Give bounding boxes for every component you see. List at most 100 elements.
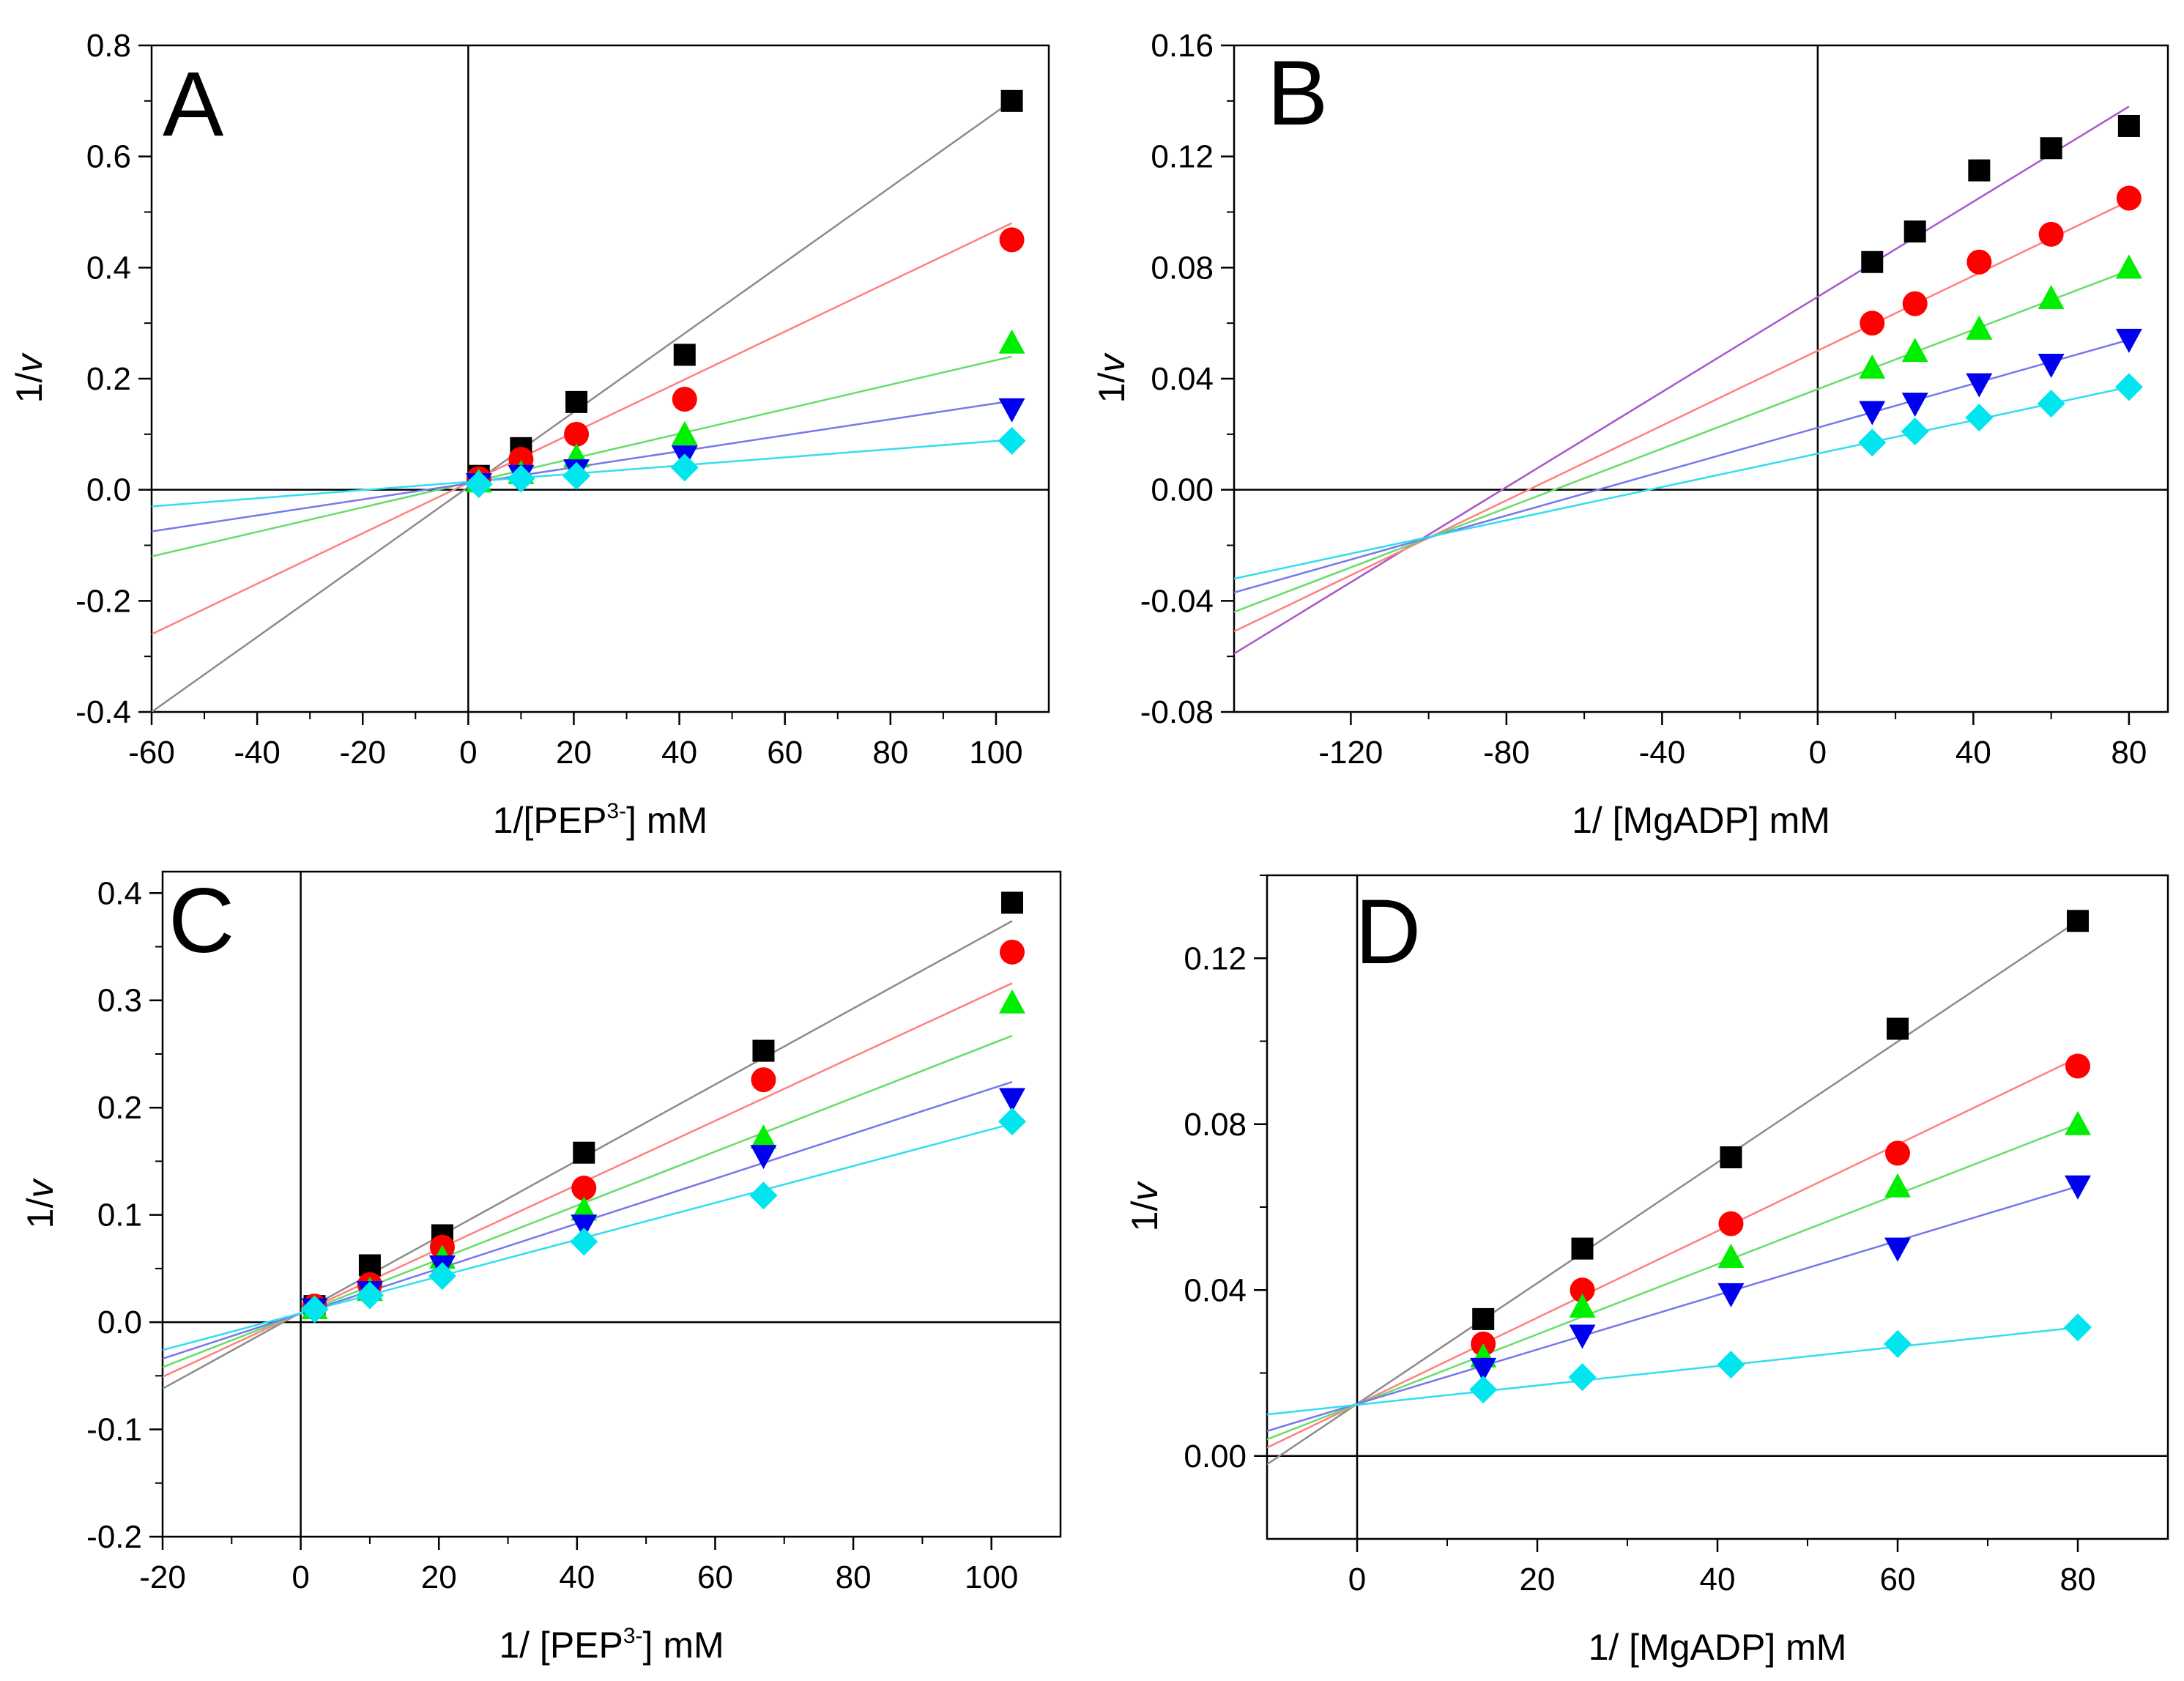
- data-point-diamond: [1717, 1351, 1745, 1379]
- y-axis-title: 1/v: [1091, 352, 1132, 404]
- x-axis-title: 1/ [MgADP] mM: [1572, 800, 1830, 841]
- x-tick-label: 20: [556, 735, 592, 771]
- y-tick-label: -0.1: [86, 1412, 142, 1448]
- data-point-diamond: [562, 461, 591, 490]
- data-point-square: [573, 1141, 595, 1164]
- y-axis-title-main: 1/: [20, 1198, 61, 1229]
- y-axis-title: 1/v: [20, 1178, 61, 1229]
- x-axis-title-sup: 3-: [623, 1624, 643, 1648]
- data-point-diamond: [1568, 1363, 1597, 1392]
- data-point-triangle-up: [1901, 338, 1928, 363]
- x-tick-label: 0: [459, 735, 477, 771]
- panel-d: 0 20 40 60 80 0.00 0.04 0.08 0.12 1/ [MgADP] mM 1/…: [1124, 874, 2169, 1668]
- y-tick-label: -0.08: [1140, 694, 1214, 730]
- y-tick-label: 0.2: [86, 361, 131, 397]
- x-axis-title: 1/ [PEP3-] mM: [499, 1624, 724, 1666]
- data-point-triangle-down: [1569, 1324, 1596, 1349]
- data-point-diamond: [507, 464, 535, 493]
- data-point-diamond: [2037, 390, 2065, 418]
- y-tick-label: 0.4: [97, 875, 142, 911]
- x-tick-label: -80: [1483, 735, 1530, 771]
- plot-frame: [161, 870, 1062, 1538]
- data-point-triangle-down: [1859, 401, 1886, 426]
- x-tick-label: -40: [234, 735, 281, 771]
- x-tick-label: 60: [1880, 1562, 1916, 1597]
- y-tick-label: 0.4: [86, 250, 131, 286]
- data-point-square: [1968, 159, 1991, 182]
- y-tick-label: -0.4: [75, 694, 131, 730]
- data-point-circle: [1860, 311, 1885, 336]
- x-tick-label: 60: [767, 735, 803, 771]
- data-point-diamond: [2114, 373, 2143, 401]
- data-point-triangle-up: [1717, 1243, 1745, 1268]
- data-point-circle: [1570, 1277, 1595, 1303]
- y-tick-label: 0.04: [1151, 361, 1214, 397]
- x-tick-label: 0: [1348, 1562, 1366, 1597]
- data-point-triangle-up: [1859, 354, 1886, 379]
- data-point-square: [1472, 1307, 1495, 1330]
- data-point-triangle-down: [2038, 354, 2065, 379]
- x-axis-title-main: 1/ [MgADP] mM: [1572, 800, 1830, 841]
- data-point-triangle-up: [998, 989, 1025, 1014]
- y-axis-title: 1/v: [9, 352, 50, 404]
- fit-line-triangle-up: [1267, 1123, 2079, 1441]
- y-axis-title-main: 1/: [1091, 373, 1132, 404]
- data-point-square: [2067, 910, 2089, 932]
- data-point-square: [1000, 89, 1023, 112]
- data-point-circle: [2065, 1053, 2090, 1079]
- data-point-triangle-down: [2115, 328, 2142, 353]
- x-tick-label: 60: [697, 1559, 733, 1595]
- data-point-circle: [999, 939, 1025, 965]
- y-tick-label: 0.12: [1151, 139, 1214, 175]
- y-tick-label: 0.2: [97, 1090, 142, 1126]
- panel-letter: D: [1355, 881, 1421, 983]
- x-tick-label: -60: [128, 735, 175, 771]
- data-point-circle: [1885, 1140, 1910, 1166]
- data-point-diamond: [998, 1107, 1026, 1136]
- data-point-diamond: [1901, 418, 1929, 446]
- fit-line-circle: [1267, 1057, 2079, 1449]
- data-point-triangle-up: [2065, 1110, 2091, 1135]
- data-point-triangle-down: [1717, 1283, 1745, 1307]
- data-point-triangle-up: [998, 329, 1025, 354]
- y-tick-label: 0.12: [1184, 940, 1247, 976]
- data-point-square: [1861, 251, 1884, 273]
- data-point-diamond: [1469, 1376, 1498, 1404]
- data-point-diamond: [670, 453, 699, 482]
- data-point-diamond: [2064, 1313, 2092, 1342]
- data-point-triangle-up: [571, 1196, 598, 1221]
- x-tick-label: 100: [969, 735, 1022, 771]
- data-point-diamond: [355, 1281, 384, 1310]
- data-point-diamond: [1965, 404, 1994, 432]
- data-point-square: [1887, 1017, 1909, 1040]
- data-point-triangle-up: [750, 1124, 777, 1149]
- x-tick-label: 0: [291, 1559, 309, 1595]
- data-point-diamond: [749, 1181, 778, 1210]
- data-point-diamond: [300, 1295, 329, 1324]
- x-axis-title-tail: ] mM: [626, 800, 707, 841]
- x-axis-title: 1/ [MgADP] mM: [1589, 1627, 1847, 1668]
- x-tick-label: 80: [2111, 735, 2147, 771]
- data-point-square: [1903, 220, 1926, 243]
- data-point-square: [673, 344, 696, 366]
- y-tick-label: 0.0: [86, 472, 131, 508]
- panel-letter: C: [168, 870, 234, 972]
- x-axis-title: 1/[PEP3-] mM: [493, 799, 707, 841]
- y-tick-label: 0.00: [1184, 1439, 1247, 1474]
- panel-a: -60 -40 -20 0 20 40 60 80 100 -0.4 -0.2 0.0 0.2 0.4 0.…: [9, 28, 1050, 841]
- x-tick-label: 40: [1700, 1562, 1736, 1597]
- y-tick-label: 0.8: [86, 28, 131, 64]
- y-tick-label: -0.2: [86, 1519, 142, 1555]
- data-point-diamond: [428, 1262, 456, 1291]
- y-tick-label: 0.1: [97, 1198, 142, 1233]
- x-tick-label: -20: [339, 735, 386, 771]
- data-point-square: [752, 1039, 775, 1062]
- data-point-square: [565, 390, 588, 413]
- y-tick-label: 0.08: [1151, 250, 1214, 286]
- y-tick-label: -0.04: [1140, 583, 1214, 619]
- data-point-circle: [751, 1067, 776, 1093]
- data-point-triangle-down: [998, 398, 1025, 423]
- data-point-triangle-up: [1966, 315, 1993, 340]
- data-point-circle: [2038, 221, 2064, 247]
